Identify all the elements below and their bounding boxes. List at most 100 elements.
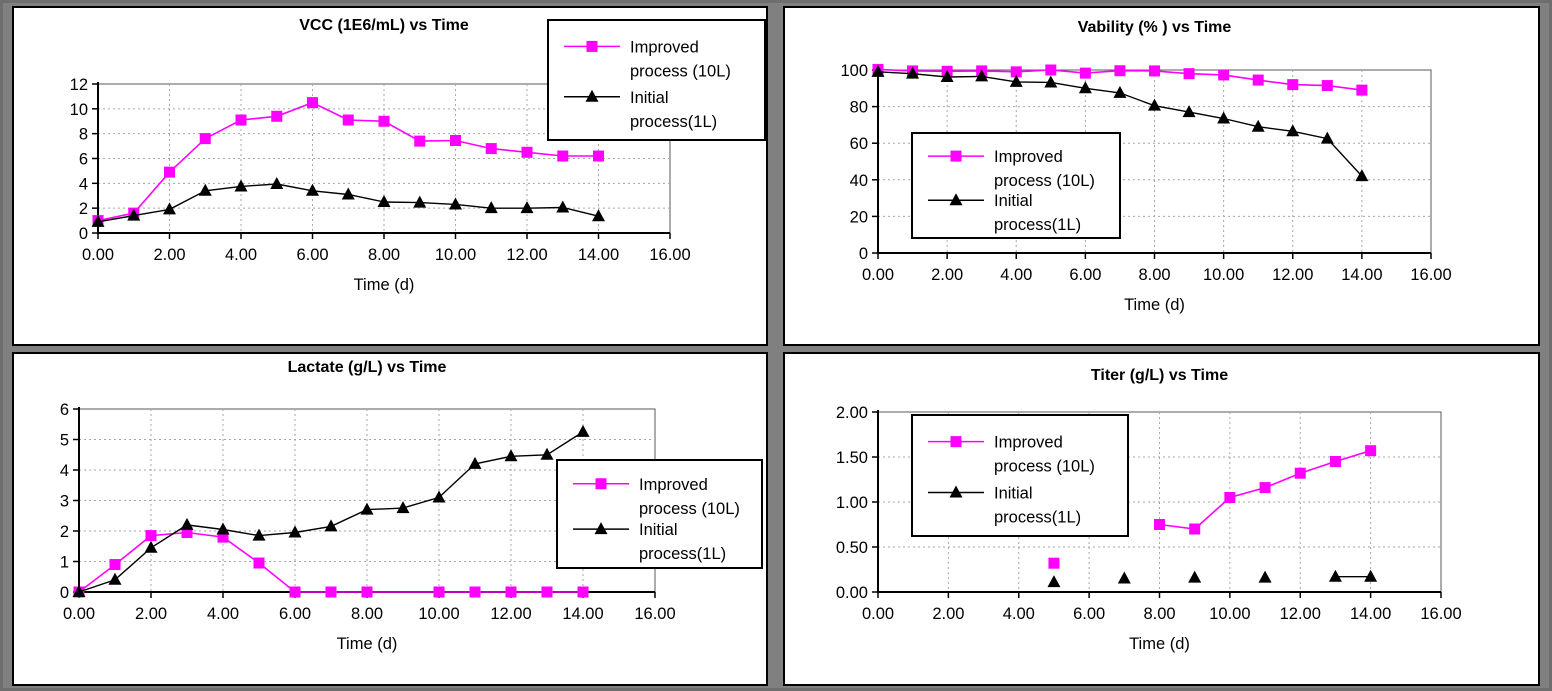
svg-text:Titer (g/L) vs Time: Titer (g/L) vs Time — [1091, 367, 1228, 384]
triangle-marker — [1009, 74, 1023, 87]
square-marker — [1045, 64, 1057, 76]
svg-text:20: 20 — [850, 208, 868, 226]
svg-text:Initial: Initial — [639, 521, 678, 539]
triangle-marker — [324, 519, 338, 532]
square-marker — [1224, 492, 1236, 503]
triangle-marker — [484, 201, 498, 214]
legend[interactable]: Improved process (10L) Initial process(1L) — [556, 459, 763, 569]
triangle-marker — [413, 195, 427, 208]
series-improved — [1048, 445, 1377, 569]
chart-panel-titer[interactable]: 0.00 2.00 4.00 6.00 8.00 10.00 12.00 14.00 16.00… — [783, 352, 1540, 686]
svg-text:16.00: 16.00 — [649, 246, 690, 264]
svg-text:process(1L): process(1L) — [630, 113, 717, 131]
triangle-marker — [216, 522, 230, 535]
square-marker — [1114, 65, 1126, 77]
svg-text:12.00: 12.00 — [1272, 266, 1313, 284]
square-marker — [109, 559, 121, 571]
svg-text:10.00: 10.00 — [435, 246, 476, 264]
svg-text:16.00: 16.00 — [1410, 266, 1451, 284]
triangle-marker — [270, 176, 284, 189]
svg-text:process(1L): process(1L) — [994, 216, 1081, 234]
triangle-marker — [1251, 119, 1265, 132]
legend[interactable]: Improved process (10L) Initial process(1L) — [911, 132, 1121, 239]
square-marker — [433, 586, 445, 598]
svg-text:Improved: Improved — [994, 434, 1063, 452]
triangle-marker — [906, 66, 920, 79]
chart-panel-viability[interactable]: 0.00 2.00 4.00 6.00 8.00 10.00 12.00 14.00 16.00… — [783, 6, 1540, 346]
svg-text:0.00: 0.00 — [862, 266, 894, 284]
svg-text:0.00: 0.00 — [836, 584, 868, 602]
triangle-marker — [576, 424, 590, 437]
triangle-marker — [594, 522, 608, 535]
square-marker — [577, 586, 589, 598]
triangle-marker — [91, 214, 105, 227]
square-marker — [414, 135, 426, 147]
triangle-marker — [520, 201, 534, 214]
svg-text:process (10L): process (10L) — [639, 500, 740, 518]
square-marker — [593, 150, 604, 162]
triangle-marker — [1078, 81, 1092, 94]
svg-text:6.00: 6.00 — [1069, 266, 1101, 284]
vcc-chart-canvas: 0.00 2.00 4.00 6.00 8.00 10.00 12.00 14.00 16.00… — [70, 17, 766, 294]
series-initial — [1047, 569, 1378, 588]
chart-title: Vability (% ) vs Time — [1078, 19, 1232, 36]
svg-text:2: 2 — [79, 200, 88, 218]
svg-text:0: 0 — [859, 245, 868, 263]
legend[interactable]: Improved process (10L) Initial process(1L) — [911, 414, 1129, 537]
svg-text:12.00: 12.00 — [490, 605, 531, 623]
svg-text:Improved: Improved — [639, 476, 708, 494]
x-axis-label: Time (d) — [354, 276, 415, 294]
series-initial — [72, 424, 590, 597]
svg-text:8.00: 8.00 — [351, 605, 383, 623]
svg-text:Time (d): Time (d) — [354, 276, 415, 294]
svg-text:5: 5 — [60, 432, 69, 450]
chart-title: Lactate (g/L) vs Time — [288, 359, 447, 376]
svg-text:4.00: 4.00 — [1003, 605, 1035, 623]
square-marker — [361, 586, 373, 598]
square-marker — [950, 150, 962, 162]
chart-panel-lactate[interactable]: 0.00 2.00 4.00 6.00 8.00 10.00 12.00 14.00 16.00… — [12, 352, 768, 686]
svg-text:2.00: 2.00 — [153, 246, 185, 264]
chart-panel-vcc[interactable]: 0.00 2.00 4.00 6.00 8.00 10.00 12.00 14.00 16.00… — [12, 6, 768, 346]
square-marker — [485, 143, 497, 155]
svg-text:3: 3 — [60, 493, 69, 511]
axes — [92, 82, 671, 239]
svg-text:6.00: 6.00 — [279, 605, 311, 623]
series-initial — [871, 64, 1369, 182]
square-marker — [450, 134, 461, 146]
square-marker — [289, 586, 301, 598]
svg-text:1.50: 1.50 — [836, 449, 868, 467]
tick-labels: 0.00 2.00 4.00 6.00 8.00 10.00 12.00 14.00 16.00… — [836, 404, 1462, 623]
svg-text:14.00: 14.00 — [1341, 266, 1382, 284]
square-marker — [325, 586, 337, 598]
square-marker — [145, 530, 157, 542]
triangle-marker — [540, 447, 554, 460]
square-marker — [1218, 69, 1230, 81]
svg-text:Initial: Initial — [994, 484, 1033, 502]
svg-text:8.00: 8.00 — [368, 246, 400, 264]
chart-title: VCC (1E6/mL) vs Time — [299, 17, 469, 34]
svg-text:14.00: 14.00 — [578, 246, 619, 264]
triangle-marker — [1217, 111, 1231, 124]
svg-text:process(1L): process(1L) — [639, 545, 726, 563]
svg-text:14.00: 14.00 — [1350, 605, 1391, 623]
triangle-marker — [940, 69, 954, 82]
triangle-marker — [1328, 569, 1342, 582]
svg-text:16.00: 16.00 — [634, 605, 675, 623]
triangle-marker — [449, 197, 462, 210]
triangle-marker — [1364, 569, 1378, 582]
svg-text:Lactate (g/L) vs Time: Lactate (g/L) vs Time — [288, 359, 447, 376]
svg-text:8: 8 — [79, 126, 88, 144]
square-marker — [1252, 74, 1264, 86]
square-marker — [217, 531, 229, 543]
square-marker — [307, 97, 318, 109]
svg-text:0.00: 0.00 — [63, 605, 95, 623]
svg-text:process (10L): process (10L) — [994, 172, 1095, 190]
triangle-marker — [360, 502, 374, 515]
legend[interactable]: Improved process (10L) Initial process(1L) — [547, 19, 766, 141]
square-marker — [557, 150, 569, 162]
svg-text:6.00: 6.00 — [1073, 605, 1105, 623]
triangle-marker — [1355, 169, 1369, 182]
triangle-marker — [377, 194, 391, 207]
triangle-marker — [975, 69, 989, 82]
